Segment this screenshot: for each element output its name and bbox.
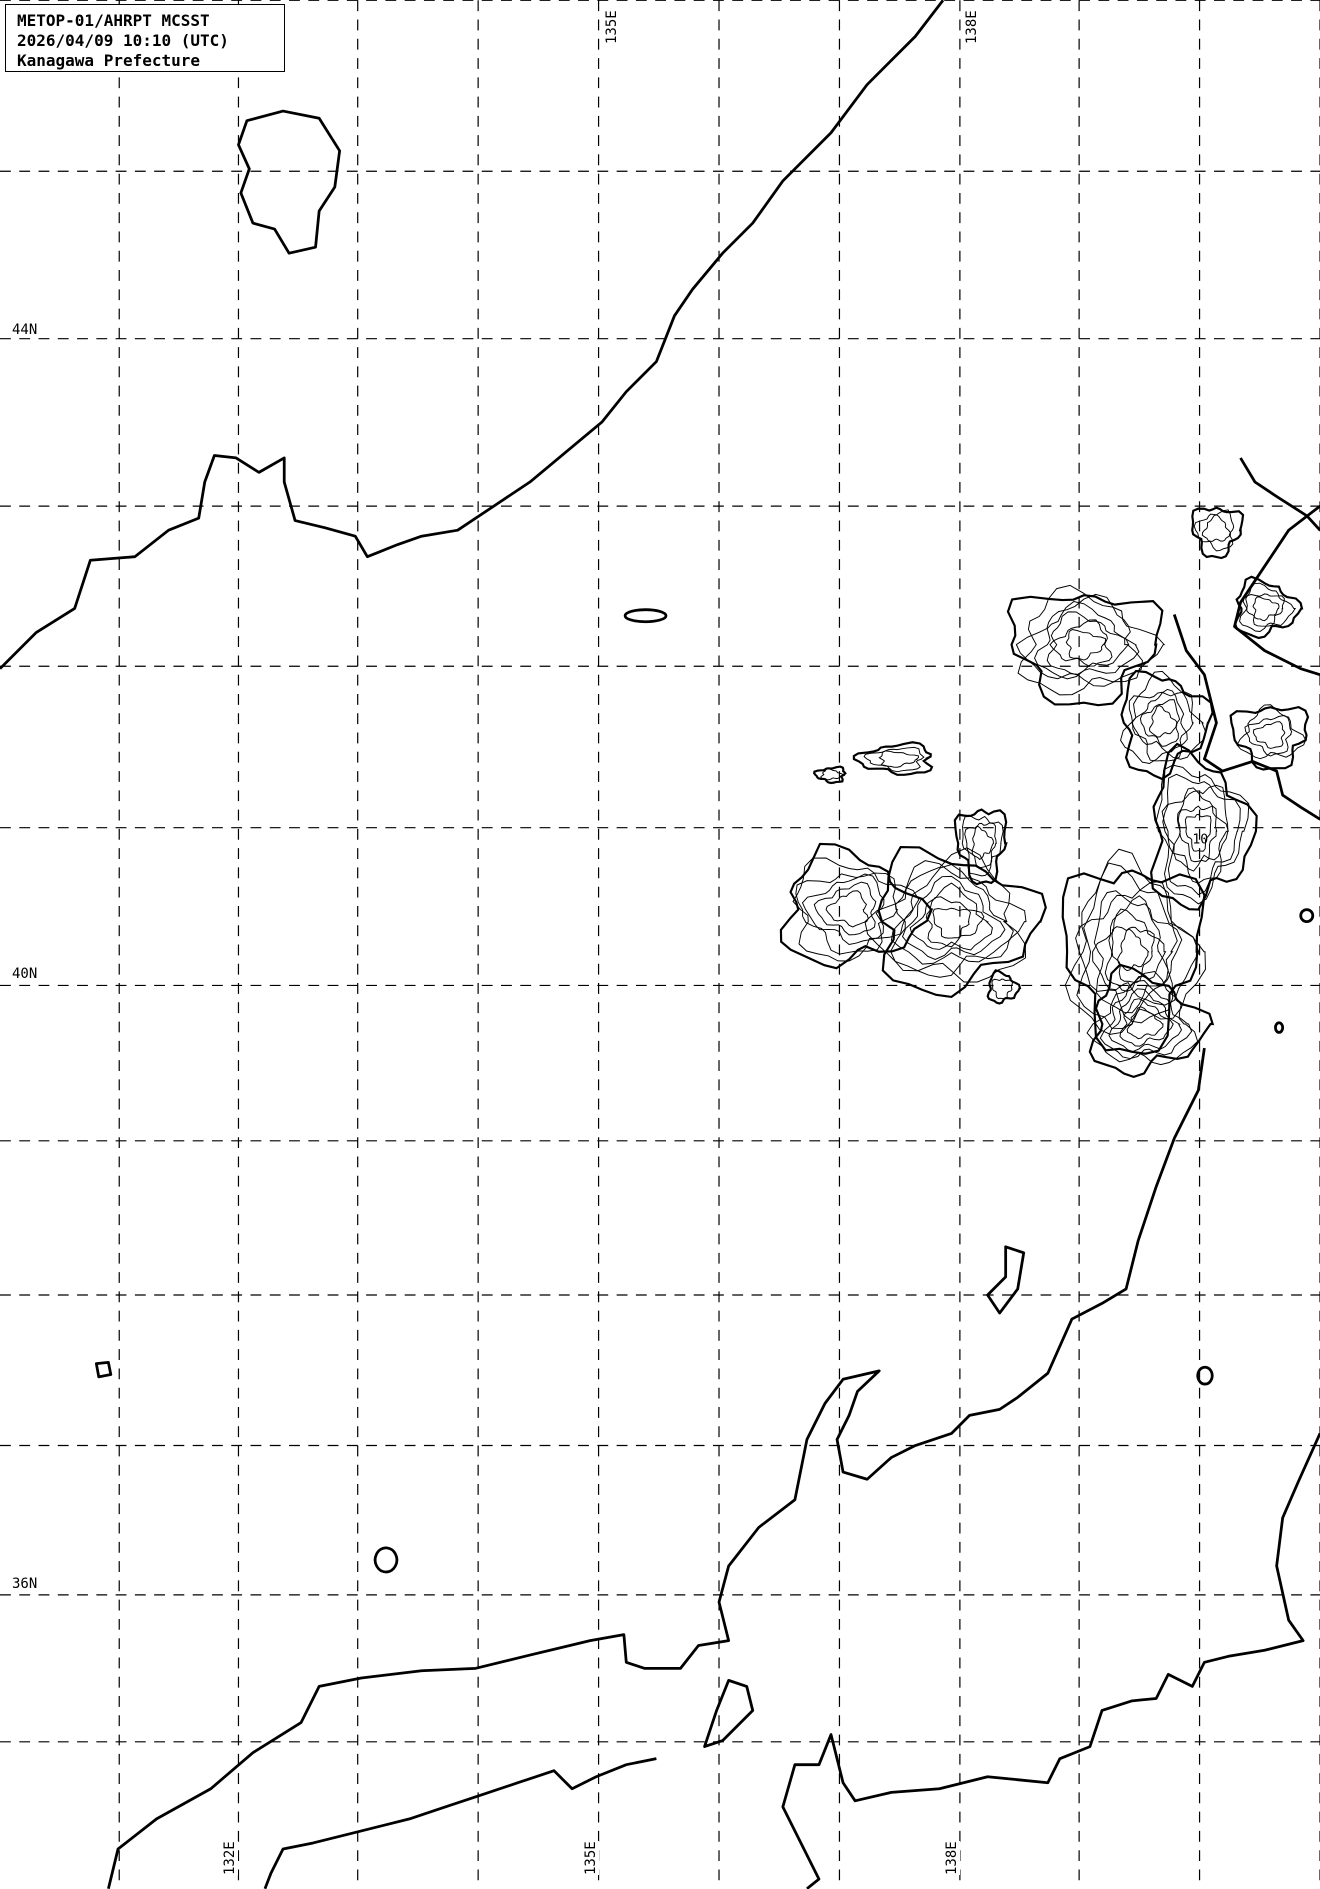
sst-isotherm (953, 808, 1008, 886)
sst-isotherm (1046, 611, 1130, 676)
sst-isotherm (864, 847, 1027, 983)
sst-isotherm (1131, 688, 1188, 753)
sst-isotherm (1191, 506, 1245, 560)
sst-isotherm (1161, 784, 1229, 884)
region-name: Kanagawa Prefecture (17, 51, 201, 70)
sst-isotherm (1245, 593, 1285, 627)
sst-isotherm (1139, 699, 1181, 747)
sst-isotherm (1017, 584, 1166, 696)
sst-isotherm (964, 822, 997, 868)
sst-isotherm (1201, 514, 1231, 542)
lon-label-top-135e: 135E (604, 10, 620, 44)
sst-isotherm (1075, 880, 1178, 1024)
contour-label: 10 (1192, 832, 1208, 847)
sst-isotherm (1015, 593, 1143, 687)
sst-isotherm (795, 872, 899, 955)
sst-isotherm (820, 768, 844, 781)
sst-isotherm (1061, 869, 1206, 1055)
sst-isotherm (1162, 773, 1241, 896)
lat-label-44n: 44N (12, 322, 38, 338)
oki-island (373, 1546, 399, 1574)
sst-isotherm (1117, 928, 1150, 972)
small-islet-2 (1274, 1021, 1285, 1034)
sst-isotherm (925, 896, 985, 948)
sst-isotherm (1233, 575, 1304, 640)
sst-isotherm (1065, 629, 1106, 661)
small-island (94, 1361, 113, 1379)
sst-isotherm (1099, 980, 1193, 1060)
sst-isotherm (1006, 594, 1164, 707)
sst-isotherm (890, 860, 1027, 978)
sado-island (986, 1245, 1026, 1315)
sst-isotherm (1149, 705, 1179, 738)
sst-isotherm (890, 864, 1014, 965)
sst-isotherm (1193, 509, 1235, 552)
honshu-east-coast (781, 1432, 1320, 1889)
sst-isotherm (1128, 691, 1194, 762)
kii-shikoku-coast (263, 1678, 755, 1889)
sst-isotherm (1108, 988, 1183, 1053)
sst-isotherm (1239, 582, 1297, 632)
sst-isotherm (902, 875, 1006, 960)
sst-isotherm (813, 881, 877, 936)
sst-isotherm (1119, 998, 1174, 1047)
sst-isotherm (1229, 705, 1310, 771)
sst-isotherm (852, 741, 934, 776)
sst-isotherm (1049, 619, 1113, 667)
honshu-west-coast (107, 1047, 1206, 1889)
sst-isotherm (1064, 848, 1206, 1035)
honshu-north-coast (1172, 457, 1320, 821)
sst-isotherm (932, 907, 972, 939)
sst-isotherm (792, 857, 920, 962)
satellite-product: METOP-01/AHRPT MCSST (17, 11, 210, 30)
sst-isotherm (1252, 596, 1280, 622)
sst-isotherm (1236, 704, 1307, 760)
sst-isotherm (863, 746, 925, 773)
observation-time: 2026/04/09 10:10 (UTC) (17, 31, 229, 50)
sst-isotherm (1155, 764, 1250, 905)
sst-isotherm (909, 882, 993, 951)
sst-isotherm (1120, 670, 1207, 764)
sst-isotherm (1034, 600, 1140, 680)
sst-contours (779, 506, 1310, 1079)
sst-isotherm (971, 825, 995, 860)
sst-isotherm (1126, 1006, 1164, 1040)
small-islet-3 (1299, 908, 1315, 924)
sst-isotherm (813, 765, 847, 785)
lon-label-bottom-135e: 135E (583, 1841, 599, 1875)
sst-isotherm (1252, 721, 1286, 749)
sst-isotherm (1093, 890, 1183, 1014)
sst-isotherm (877, 845, 1047, 999)
sst-isotherm (1086, 970, 1199, 1066)
sst-isotherm (825, 890, 869, 928)
continent-coast (0, 0, 945, 670)
sst-isotherm (801, 873, 885, 946)
image-info-box: METOP-01/AHRPT MCSST 2026/04/09 10:10 (U… (5, 4, 285, 72)
lat-label-40n: 40N (12, 966, 38, 982)
small-island-2 (1196, 1365, 1214, 1386)
lon-label-bottom-138e: 138E (944, 1841, 960, 1875)
small-islet (623, 608, 668, 624)
hokkaido-south-coast (1233, 505, 1320, 677)
lat-label-36n: 36N (12, 1576, 38, 1592)
sst-isotherm (1104, 908, 1167, 992)
sst-isotherm (1173, 787, 1229, 872)
sst-isotherm (986, 969, 1022, 1005)
lon-label-top-138e: 138E (964, 10, 980, 44)
sst-isotherm (1076, 862, 1201, 1030)
sst-isotherm (878, 750, 919, 768)
sst-isotherm (991, 978, 1014, 1000)
sst-isotherm (1244, 714, 1293, 757)
sst-isotherm (1177, 805, 1218, 863)
island-north (237, 109, 342, 255)
sst-isotherm (1088, 963, 1215, 1079)
sst-isotherm (1184, 813, 1212, 852)
lon-label-bottom-132e: 132E (222, 1841, 238, 1875)
